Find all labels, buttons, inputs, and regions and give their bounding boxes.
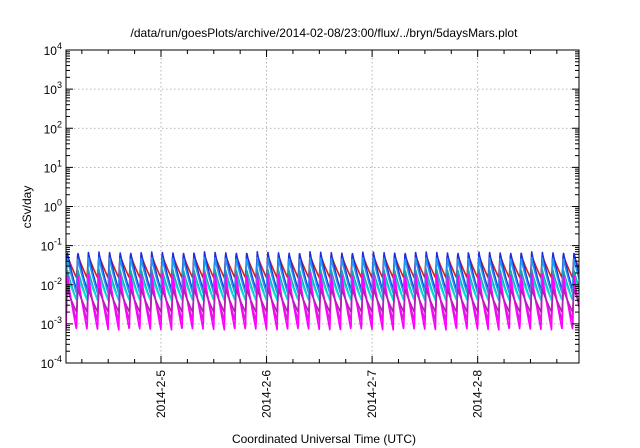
series-line-2: [66, 256, 579, 295]
y-tick-label: 101: [44, 158, 62, 175]
y-tick-label: 100: [44, 198, 62, 215]
y-tick-label: 10-2: [41, 276, 62, 293]
y-axis-label: cSv/day: [20, 186, 34, 229]
x-tick-label: 2014-2-7: [365, 370, 379, 418]
y-axis: 104 103 102 101 100 10-1 10-2 10-3 10-4: [41, 41, 579, 371]
x-tick-label: 2014-2-8: [471, 370, 485, 418]
y-tick-label: 103: [44, 80, 62, 97]
x-axis-label: Coordinated Universal Time (UTC): [232, 432, 416, 446]
chart-title: /data/run/goesPlots/archive/2014-02-08/2…: [131, 26, 519, 40]
y-tick-label: 10-3: [41, 315, 62, 332]
x-tick-label: 2014-2-6: [260, 370, 274, 418]
y-tick-label: 10-1: [41, 237, 62, 254]
series-line-7: [66, 287, 579, 313]
grid: [66, 50, 579, 363]
series-layer: [66, 251, 579, 331]
x-axis: 2014-2-5 2014-2-6 2014-2-7 2014-2-8: [81, 50, 558, 418]
y-tick-label: 102: [44, 119, 62, 136]
y-tick-label: 104: [44, 41, 62, 58]
x-tick-label: 2014-2-5: [154, 370, 168, 418]
y-tick-label: 10-4: [41, 354, 62, 371]
